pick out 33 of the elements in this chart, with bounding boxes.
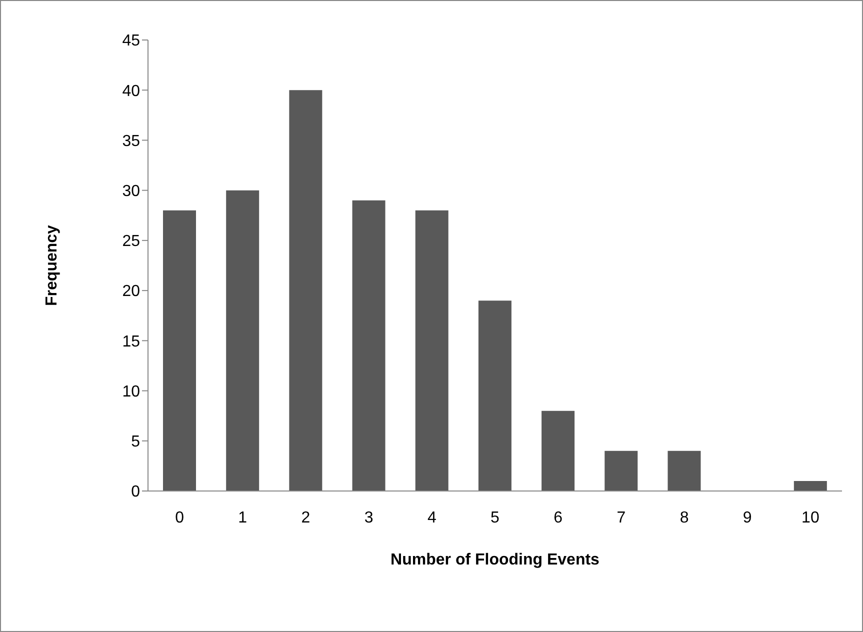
x-tick-label: 0	[175, 509, 184, 526]
bar	[604, 450, 638, 491]
x-tick-label: 3	[364, 509, 374, 526]
bar	[289, 90, 322, 491]
bar	[794, 480, 827, 491]
bar	[163, 210, 196, 491]
y-tick-label: 25	[122, 233, 140, 250]
y-tick-label: 15	[122, 333, 140, 350]
x-tick-label: 4	[427, 509, 436, 526]
y-tick-label: 40	[122, 82, 140, 100]
y-tick-label: 0	[131, 484, 140, 501]
x-tick-label: 5	[490, 509, 500, 526]
y-tick-label: 30	[122, 183, 140, 200]
x-tick-label: 9	[742, 509, 752, 526]
y-tick-label: 20	[122, 283, 140, 300]
y-tick-label: 45	[122, 32, 140, 50]
bar	[542, 410, 575, 491]
y-tick-label: 35	[122, 132, 140, 150]
bar	[415, 210, 448, 491]
bar	[226, 190, 260, 491]
y-tick-label: 10	[122, 383, 140, 400]
x-axis-title: Number of Flooding Events	[390, 551, 600, 568]
x-tick-label: 2	[301, 509, 310, 526]
bar	[352, 200, 386, 491]
x-tick-label: 8	[680, 509, 689, 526]
bar	[668, 450, 701, 491]
x-tick-label: 10	[802, 509, 820, 526]
y-tick-label: 5	[131, 434, 140, 451]
bar	[478, 300, 512, 491]
y-axis-title: Frequency	[44, 224, 61, 306]
x-tick-label: 7	[616, 509, 626, 526]
x-tick-label: 6	[554, 509, 563, 526]
x-tick-label: 1	[238, 509, 248, 526]
